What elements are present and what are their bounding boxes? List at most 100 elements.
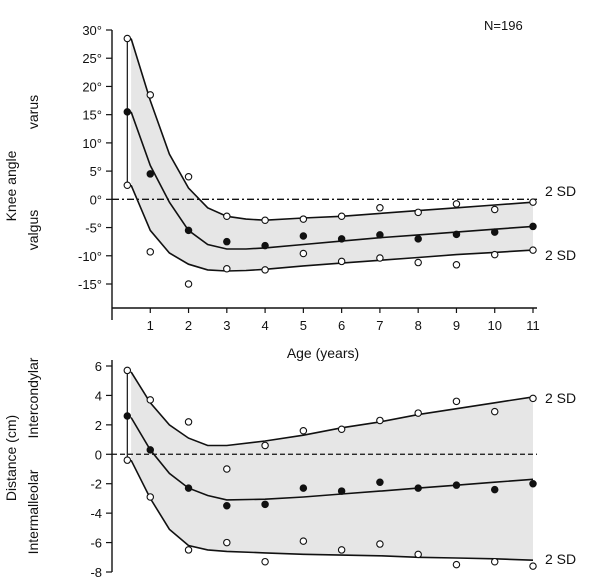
x-tick-label: 5 (300, 318, 307, 333)
x-axis-label: Age (years) (287, 345, 359, 361)
bottom-lower-2sd-observed-point (529, 562, 537, 570)
bottom-y-tick-label: -6 (90, 536, 102, 551)
bottom-upper-2sd-observed-point (452, 397, 461, 406)
bottom-lower-2sd-observed-point (146, 493, 155, 501)
top-upper-2sd-observed-point (337, 212, 346, 221)
x-tick-label: 9 (453, 318, 460, 333)
bottom-mean-observed-point (261, 500, 269, 509)
top-y-tick-label: -5° (85, 221, 102, 236)
x-tick-label: 3 (223, 318, 230, 333)
bottom-upper-2sd-observed-point (529, 394, 537, 403)
bottom-upper-2sd-observed-point (223, 465, 231, 473)
x-tick-label: 1 (147, 318, 154, 333)
top-upper-2sd-observed-point (529, 198, 537, 206)
top-mean-observed-point (376, 231, 384, 239)
top-mean-observed-point (337, 235, 346, 243)
bottom-mean-observed-point (337, 487, 346, 495)
top-mean-observed-point (299, 232, 308, 240)
bottom-upper-2sd-observed-point (146, 396, 155, 404)
bottom-y-tick-label: 0 (95, 447, 102, 462)
bottom-y-tick-label: 2 (95, 418, 102, 433)
top-y-tick-label: -10° (78, 249, 102, 264)
top-lower-2sd-observed-point (299, 249, 308, 258)
x-tick-label: 6 (338, 318, 345, 333)
bottom-upper-2sd-observed-point (376, 416, 384, 425)
bottom-y-tick-label: 6 (95, 359, 102, 374)
top-y-tick-label: 20° (82, 79, 102, 94)
bottom-ylabel-intermalleolar: Intermalleolar (25, 469, 41, 554)
top-y-tick-label: 5° (90, 164, 102, 179)
top-y-tick-label: 25° (82, 51, 102, 66)
bottom-upper-2sd-observed-point (123, 366, 132, 375)
top-lower-2sd-observed-point (376, 254, 384, 262)
bottom-mean-observed-point (146, 446, 155, 454)
bottom-mean-observed-point (223, 502, 231, 510)
top-ylabel: Knee angle (3, 150, 19, 221)
top-sd-band (131, 38, 533, 271)
bottom-upper-2sd-observed-point (299, 426, 308, 435)
top-upper-2sd-observed-point (223, 212, 231, 221)
bottom-lower-2sd-observed-point (490, 557, 499, 566)
top-lower-2sd-observed-point (223, 265, 231, 273)
top-y-tick-label: 0° (90, 192, 102, 207)
top-y-tick-label: -15° (78, 277, 102, 292)
top-lower-2sd-observed-point (184, 280, 193, 288)
x-tick-label: 10 (487, 318, 501, 333)
top-upper-2sd-observed-point (146, 91, 155, 99)
top-upper-2sd-observed-point (414, 208, 422, 217)
bottom-band-label-upper: 2 SD (545, 390, 576, 406)
bottom-lower-2sd-observed-point (337, 546, 346, 554)
bottom-lower-2sd-observed-point (184, 546, 193, 554)
top-ylabel-valgus: valgus (25, 210, 41, 250)
bottom-lower-2sd-observed-point (123, 456, 132, 464)
top-ylabel-varus: varus (25, 95, 41, 129)
top-lower-2sd-observed-point (414, 258, 422, 267)
top-mean-observed-point (414, 235, 422, 243)
top-band-label-lower: 2 SD (545, 247, 576, 263)
top-mean-observed-point (123, 108, 132, 116)
top-y-tick-label: 15° (82, 108, 102, 123)
bottom-ylabel-intercondylar: Intercondylar (25, 357, 41, 438)
bottom-lower-2sd-curve (130, 459, 534, 561)
bottom-upper-2sd-observed-point (261, 441, 269, 450)
top-upper-2sd-observed-point (123, 34, 132, 43)
bottom-sd-band (131, 371, 533, 561)
top-upper-2sd-observed-point (490, 205, 499, 214)
top-lower-2sd-observed-point (146, 248, 155, 256)
bottom-mean-observed-point (529, 479, 537, 488)
bottom-band-label-lower: 2 SD (545, 551, 576, 567)
top-y-tick-label: 30° (82, 23, 102, 38)
top-lower-2sd-observed-point (261, 266, 269, 274)
bottom-mean-observed-point (123, 412, 132, 420)
bottom-lower-2sd-observed-point (376, 540, 384, 548)
top-mean-observed-point (223, 237, 231, 246)
bottom-lower-2sd-observed-point (414, 550, 422, 559)
top-upper-2sd-observed-point (261, 216, 269, 224)
bottom-upper-2sd-observed-point (184, 418, 193, 426)
top-lower-2sd-observed-point (337, 257, 346, 266)
top-upper-2sd-observed-point (376, 204, 384, 212)
bottom-y-tick-label: 4 (95, 388, 102, 403)
top-mean-observed-point (490, 228, 499, 236)
top-mean-observed-point (452, 230, 461, 239)
bottom-mean-observed-point (299, 484, 308, 492)
top-upper-2sd-observed-point (452, 200, 461, 208)
plot-layer: 30° 25° 20° 15° 10° 5° 0° -5° -10° -15° 6 4 2 0 -2 -4 -6… (78, 23, 540, 580)
bottom-mean-observed-point (490, 485, 499, 494)
x-tick-label: 2 (185, 318, 192, 333)
bottom-mean-observed-point (184, 484, 193, 492)
bottom-mean-curve (130, 417, 534, 501)
bottom-mean-observed-point (414, 484, 422, 492)
bottom-upper-2sd-observed-point (337, 425, 346, 434)
bottom-y-tick-label: -4 (90, 506, 102, 521)
top-lower-2sd-observed-point (490, 250, 499, 259)
bottom-upper-2sd-observed-point (490, 407, 499, 416)
bottom-ylabel: Distance (cm) (3, 415, 19, 501)
bottom-lower-2sd-observed-point (261, 557, 269, 566)
bottom-lower-2sd-observed-point (452, 560, 461, 569)
top-y-tick-label: 10° (82, 136, 102, 151)
top-upper-2sd-observed-point (299, 215, 308, 223)
bottom-mean-observed-point (452, 481, 461, 489)
top-lower-2sd-observed-point (529, 246, 537, 254)
